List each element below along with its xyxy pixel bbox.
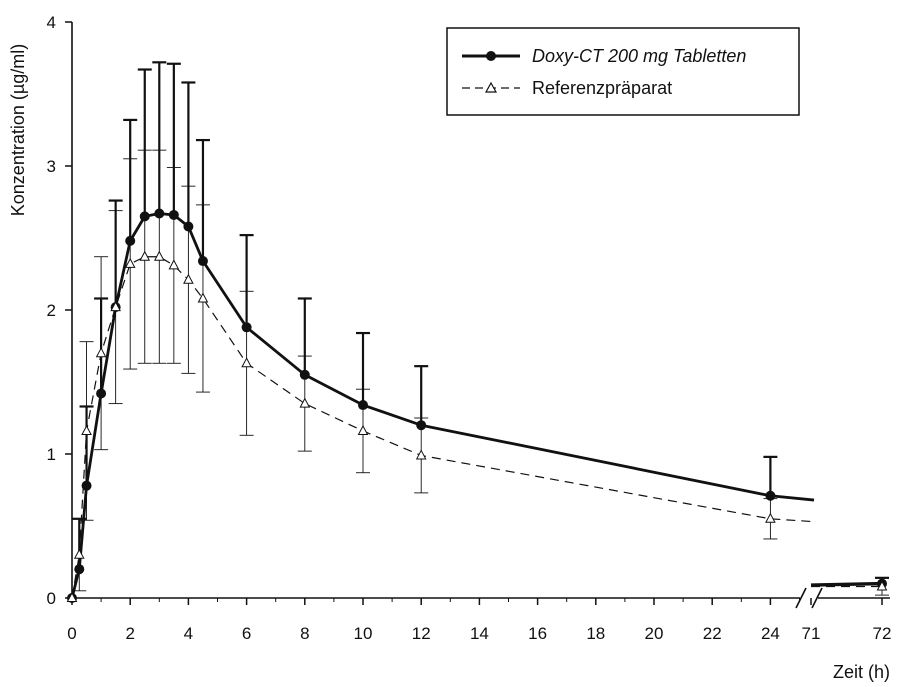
x-tick-label: 4 bbox=[184, 624, 193, 643]
reference-point bbox=[197, 292, 209, 303]
reference-point bbox=[299, 397, 311, 408]
x-tick-label: 18 bbox=[586, 624, 605, 643]
x-tick-label: 12 bbox=[412, 624, 431, 643]
x-tick-label: 71 bbox=[802, 624, 821, 643]
axis-break-mark bbox=[811, 587, 823, 609]
reference-point bbox=[765, 512, 776, 523]
x-tick-label: 6 bbox=[242, 624, 251, 643]
reference-point bbox=[183, 273, 194, 284]
series-layer bbox=[66, 61, 889, 603]
reference-line bbox=[71, 256, 815, 599]
x-tick-label: 24 bbox=[761, 624, 780, 643]
x-tick-label: 16 bbox=[528, 624, 547, 643]
x-tick-label: 10 bbox=[354, 624, 373, 643]
x-tick-label: 2 bbox=[125, 624, 134, 643]
x-tick-label: 72 bbox=[873, 624, 892, 643]
reference-point bbox=[168, 259, 180, 270]
y-tick-label: 1 bbox=[47, 445, 56, 464]
legend-marker-ref bbox=[484, 81, 498, 93]
reference-point bbox=[95, 347, 107, 358]
reference-point bbox=[66, 591, 78, 602]
reference-point bbox=[124, 257, 136, 268]
legend: Doxy-CT 200 mg Tabletten Referenzpräpara… bbox=[446, 27, 800, 116]
x-tick-label: 14 bbox=[470, 624, 489, 643]
legend-marker-doxy bbox=[486, 51, 496, 61]
y-tick-label: 4 bbox=[47, 13, 56, 32]
y-tick-label: 0 bbox=[47, 589, 56, 608]
reference-point bbox=[415, 449, 427, 460]
reference-point bbox=[81, 424, 92, 435]
x-tick-label: 22 bbox=[703, 624, 722, 643]
x-tick-label: 8 bbox=[300, 624, 309, 643]
doxy-line-after-break bbox=[810, 581, 883, 587]
x-tick-label: 0 bbox=[67, 624, 76, 643]
reference-point bbox=[110, 301, 121, 312]
legend-box bbox=[446, 27, 800, 116]
doxy-line bbox=[70, 212, 815, 599]
y-axis-label: Konzentration (µg/ml) bbox=[8, 44, 28, 216]
reference-point bbox=[139, 250, 151, 261]
reference-point bbox=[876, 580, 888, 591]
axis-break-mark bbox=[795, 587, 807, 609]
reference-point bbox=[73, 548, 85, 559]
reference-point bbox=[357, 424, 369, 435]
x-axis-label: Zeit (h) bbox=[833, 662, 890, 682]
legend-label-ref: Referenzpräparat bbox=[532, 78, 672, 98]
legend-label-doxy: Doxy-CT 200 mg Tabletten bbox=[532, 46, 746, 66]
y-tick-label: 2 bbox=[47, 301, 56, 320]
y-tick-label: 3 bbox=[47, 157, 56, 176]
reference-point bbox=[153, 250, 165, 261]
x-tick-label: 20 bbox=[645, 624, 664, 643]
reference-point bbox=[241, 357, 252, 368]
